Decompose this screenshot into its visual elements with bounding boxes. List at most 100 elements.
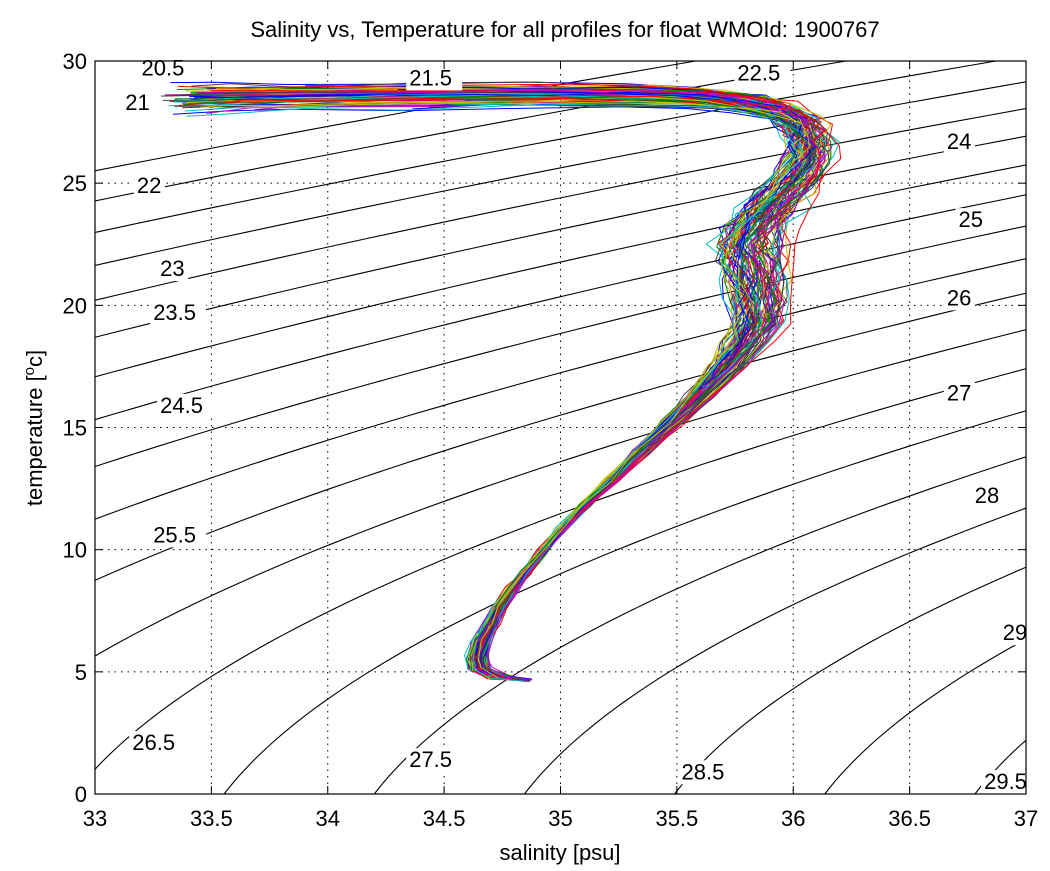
profile-line	[256, 100, 826, 671]
x-tick-label: 36.5	[888, 806, 931, 831]
isopycnal-line	[95, 258, 1026, 520]
isopycnal-label-bg	[678, 760, 735, 785]
y-axis-label-degree: o	[21, 367, 38, 375]
isopycnal-label-bg	[157, 393, 214, 418]
isopycnal-line	[95, 81, 1026, 267]
isopycnal-label: 25	[959, 207, 983, 232]
isopycnal-label: 21	[125, 90, 149, 115]
x-tick-label: 37	[1014, 806, 1038, 831]
x-tick-label: 36	[781, 806, 805, 831]
x-tick-label: 35	[548, 806, 572, 831]
isopycnal-label-bg	[943, 286, 975, 311]
profile-line	[254, 100, 819, 682]
isopycnal-line	[95, 329, 1026, 657]
isopycnal-label: 24.5	[160, 393, 203, 418]
profile-line	[295, 102, 799, 682]
isopycnal-label-bg	[943, 129, 975, 154]
profile-line	[470, 96, 806, 677]
y-tick-label: 25	[63, 171, 87, 196]
isopycnal-label: 29.5	[984, 769, 1027, 794]
isopycnal-line	[95, 61, 1000, 233]
isopycnal-label-bg	[129, 731, 186, 756]
y-tick-label: 15	[63, 416, 87, 441]
plot-frame	[94, 60, 1027, 795]
isopycnal-label-bg	[122, 90, 154, 115]
isopycnal-label-bg	[406, 748, 463, 773]
isopycnal-line	[223, 410, 1026, 794]
profile-lines	[160, 81, 842, 683]
isopycnal-label-bg	[157, 257, 189, 282]
y-tick-label: 10	[63, 538, 87, 563]
profile-line	[200, 100, 811, 679]
isopycnal-label: 23	[160, 256, 184, 281]
profile-line	[424, 93, 826, 671]
profile-line	[265, 92, 832, 681]
profile-line	[183, 97, 815, 672]
y-tick-label: 20	[63, 293, 87, 318]
isopycnal-label-bg	[981, 770, 1038, 795]
x-tick-label: 33	[83, 806, 107, 831]
isopycnal-label-bg	[150, 300, 207, 325]
isopycnal-line	[824, 638, 1026, 794]
isopycnal-label-bg	[943, 381, 975, 406]
x-tick-label: 33.5	[190, 806, 233, 831]
isopycnal-label: 29	[1003, 620, 1027, 645]
profile-line	[185, 87, 819, 668]
profile-line	[218, 95, 842, 679]
y-tick-label: 5	[75, 660, 87, 685]
y-tick-label: 30	[63, 49, 87, 74]
profile-line	[215, 92, 826, 683]
isopycnal-label: 24	[947, 129, 971, 154]
isopycnal-labels: 20.5 21 21.5 22 22.5 23 23.5 24 24.5 25 25.5 26 26.5…	[122, 56, 1038, 795]
isopycnal-line	[95, 225, 1026, 468]
isopycnal-label: 20.5	[142, 56, 185, 81]
isopycnal-label: 26.5	[132, 730, 175, 755]
profile-line	[397, 88, 799, 678]
isopycnal-label: 23.5	[153, 300, 196, 325]
isopycnal-label: 27.5	[409, 747, 452, 772]
isopycnal-label: 27	[947, 381, 971, 406]
isopycnal-label: 28	[975, 483, 999, 508]
isopycnal-label: 26	[947, 285, 971, 310]
isopycnal-label: 25.5	[153, 522, 196, 547]
profile-line	[180, 97, 802, 671]
profile-line	[433, 89, 829, 675]
y-tick-label: 0	[75, 782, 87, 807]
x-tick-label: 35.5	[655, 806, 698, 831]
isopycnal-line	[373, 456, 1026, 794]
profile-line	[416, 87, 805, 677]
isopycnal-label-bg	[955, 208, 987, 233]
profile-line	[473, 94, 814, 676]
x-axis-label: salinity [psu]	[499, 840, 620, 865]
isopycnal-line	[523, 507, 1026, 794]
grid	[95, 61, 1026, 794]
isopycnal-label-bg	[133, 173, 165, 198]
isopycnal-line	[95, 61, 699, 172]
isopycnal-label-bg	[971, 484, 1003, 509]
isopycnal-line	[95, 107, 1026, 301]
isopycnal-label: 28.5	[682, 759, 725, 784]
profile-line	[412, 102, 799, 668]
profile-line	[431, 86, 825, 677]
isopycnal-label: 22	[137, 173, 161, 198]
profile-line	[319, 94, 825, 681]
profile-line	[193, 89, 811, 679]
isopycnal-label-bg	[406, 66, 463, 91]
x-tick-label: 34	[316, 806, 340, 831]
chart-title: Salinity vs, Temperature for all profile…	[250, 17, 879, 42]
y-axis-label-part2: c]	[22, 350, 47, 367]
x-tick-label: 34.5	[423, 806, 466, 831]
isopycnal-label-bg	[734, 61, 791, 86]
profile-line	[215, 84, 832, 680]
profile-line	[186, 96, 807, 669]
profile-line	[197, 89, 826, 681]
isopycnal-line	[95, 164, 1026, 378]
profile-line	[475, 87, 817, 682]
isopycnal-label: 21.5	[409, 65, 452, 90]
y-axis-label-part1: temperature [	[22, 375, 47, 506]
isopycnal-label-bg	[150, 523, 207, 548]
isopycnal-line	[95, 292, 1026, 581]
isopycnal-label: 22.5	[737, 61, 780, 86]
axis-ticks: 33 33.5 34 34.5 35 35.5 36 36.5 37 0 5 10 15 20 25 30	[63, 49, 1039, 831]
